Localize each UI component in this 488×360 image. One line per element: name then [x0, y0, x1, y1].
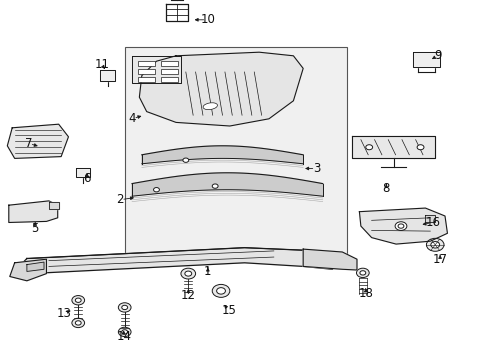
Polygon shape	[9, 201, 58, 222]
Text: 15: 15	[221, 304, 236, 317]
Text: 4: 4	[128, 112, 136, 125]
Circle shape	[181, 268, 195, 279]
Circle shape	[153, 188, 159, 192]
Circle shape	[430, 242, 439, 248]
Polygon shape	[425, 215, 434, 222]
Text: 10: 10	[200, 13, 215, 26]
Polygon shape	[132, 173, 322, 196]
Circle shape	[72, 296, 84, 305]
Text: 5: 5	[31, 222, 39, 235]
Circle shape	[394, 222, 406, 230]
Circle shape	[75, 298, 81, 302]
Text: 2: 2	[116, 193, 123, 206]
Circle shape	[212, 184, 218, 188]
Circle shape	[118, 327, 131, 337]
Text: 14: 14	[116, 330, 131, 343]
Text: 11: 11	[94, 58, 109, 71]
Bar	[161, 61, 178, 66]
Circle shape	[212, 284, 229, 297]
Bar	[138, 61, 155, 66]
Circle shape	[122, 305, 127, 310]
Polygon shape	[412, 52, 439, 67]
Polygon shape	[7, 124, 68, 158]
Ellipse shape	[203, 103, 217, 110]
Circle shape	[183, 158, 188, 162]
Text: 9: 9	[433, 49, 441, 62]
Text: 13: 13	[57, 307, 72, 320]
Circle shape	[397, 224, 403, 228]
Text: 12: 12	[181, 289, 195, 302]
Text: 18: 18	[358, 287, 372, 300]
Bar	[161, 69, 178, 74]
Circle shape	[184, 271, 191, 276]
Bar	[138, 77, 155, 82]
Circle shape	[122, 330, 127, 334]
Polygon shape	[359, 208, 447, 244]
Polygon shape	[10, 259, 46, 281]
Circle shape	[118, 303, 131, 312]
Circle shape	[359, 271, 365, 275]
Bar	[161, 77, 178, 82]
Polygon shape	[303, 249, 356, 270]
Text: 6: 6	[83, 172, 91, 185]
Text: 8: 8	[382, 183, 389, 195]
Circle shape	[216, 288, 225, 294]
Polygon shape	[132, 56, 181, 83]
Circle shape	[72, 318, 84, 328]
Circle shape	[365, 145, 372, 150]
Circle shape	[416, 145, 423, 150]
Text: 3: 3	[312, 162, 320, 175]
Bar	[124, 47, 346, 259]
Bar	[138, 69, 155, 74]
Polygon shape	[100, 70, 115, 81]
Polygon shape	[76, 168, 90, 177]
Circle shape	[356, 268, 368, 278]
Circle shape	[426, 238, 443, 251]
Text: 17: 17	[432, 253, 447, 266]
Text: 7: 7	[24, 137, 32, 150]
Text: 16: 16	[425, 216, 439, 229]
Polygon shape	[19, 248, 332, 274]
Polygon shape	[351, 136, 434, 158]
Polygon shape	[49, 202, 59, 209]
Polygon shape	[27, 262, 44, 271]
Polygon shape	[142, 146, 303, 164]
Text: 1: 1	[203, 265, 211, 278]
Circle shape	[75, 321, 81, 325]
Polygon shape	[139, 52, 303, 126]
